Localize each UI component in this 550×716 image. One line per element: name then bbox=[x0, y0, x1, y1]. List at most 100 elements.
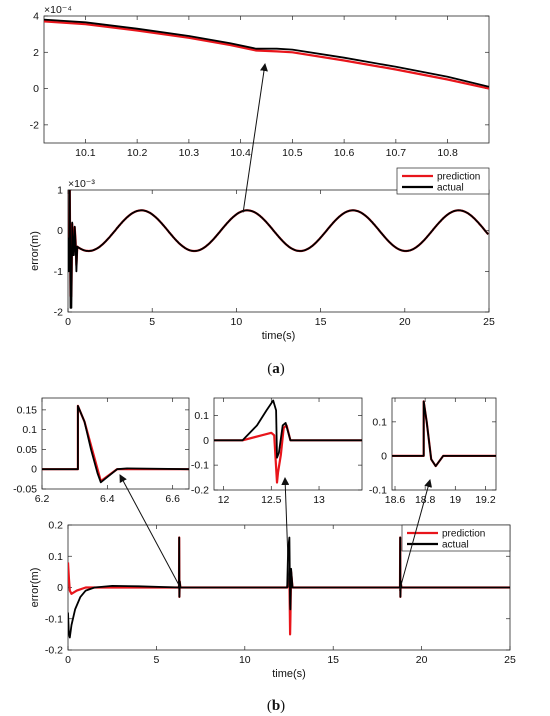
x-tick-label: 5 bbox=[149, 316, 155, 328]
chart-b_zoom2: 12 12.5 13 -0.2 -0.1 0 0.1 bbox=[191, 397, 363, 506]
x-tick-label: 6.6 bbox=[165, 493, 180, 505]
legend-box bbox=[396, 167, 490, 195]
y-tick-label: 0 bbox=[57, 225, 63, 237]
series-line-actual bbox=[392, 400, 496, 467]
x-tick-label: 10.5 bbox=[282, 147, 303, 159]
y-tick-label: -2 bbox=[30, 119, 39, 131]
legend-label-actual: actual bbox=[442, 540, 469, 551]
y-tick-label: 0.1 bbox=[194, 410, 209, 422]
y-tick-label: 2 bbox=[33, 47, 39, 59]
plot-frame bbox=[391, 397, 497, 491]
axis-exponent: ×10⁻⁴ bbox=[44, 4, 72, 16]
x-tick-label: 10.3 bbox=[179, 147, 200, 159]
y-axis-label: error(m) bbox=[29, 231, 41, 271]
zoom-arrow bbox=[242, 63, 268, 213]
x-tick-label: 10 bbox=[231, 316, 243, 328]
x-tick-label: 10.6 bbox=[334, 147, 355, 159]
y-tick-label: 0.1 bbox=[48, 551, 63, 563]
series-group bbox=[214, 399, 362, 484]
x-tick-label: 10 bbox=[239, 654, 251, 666]
series-line-actual bbox=[214, 399, 362, 459]
legend-label-actual: actual bbox=[437, 183, 464, 194]
chart-b_zoom3: 18.6 18.8 19 19.2 -0.1 0 0.1 bbox=[369, 397, 497, 506]
zoom-arrow bbox=[281, 477, 290, 588]
y-tick-label: 0.05 bbox=[17, 444, 38, 456]
x-tick-label: 10.4 bbox=[230, 147, 251, 159]
series-group bbox=[42, 404, 189, 484]
x-tick-label: 10.2 bbox=[127, 147, 148, 159]
chart-a_main: 0 5 10 15 20 25 -2 -1 0 1 ×10⁻³ time(s) error(m) pred… bbox=[29, 167, 495, 342]
axes-layer: 10.1 10.2 10.3 10.4 10.5 10.6 10.7 10.8-2024×10… bbox=[13, 4, 516, 680]
y-tick-label: -0.2 bbox=[191, 485, 209, 497]
y-tick-label: -0.2 bbox=[45, 645, 63, 657]
y-tick-label: -1 bbox=[54, 266, 63, 278]
x-tick-label: 18.6 bbox=[385, 494, 406, 506]
y-tick-label: 0 bbox=[33, 83, 39, 95]
caption-b: (b) bbox=[267, 698, 285, 714]
y-axis-label: error(m) bbox=[29, 568, 41, 608]
zoom-arrow bbox=[399, 479, 432, 591]
series-group bbox=[392, 400, 496, 468]
zoom-arrow bbox=[119, 474, 181, 588]
x-axis-label: time(s) bbox=[262, 330, 296, 342]
chart-b_main: 0 5 10 15 20 25 -0.2 -0.1 0 0.1 0.2 time(s) error(m)… bbox=[29, 520, 516, 681]
x-tick-label: 18.8 bbox=[415, 494, 436, 506]
x-axis-label: time(s) bbox=[272, 668, 306, 680]
y-tick-label: 0 bbox=[57, 582, 63, 594]
plot-frame bbox=[213, 397, 363, 491]
x-tick-label: 20 bbox=[416, 654, 428, 666]
legend-box bbox=[401, 524, 511, 552]
x-tick-label: 10.8 bbox=[437, 147, 458, 159]
y-tick-label: -2 bbox=[54, 307, 63, 319]
plot-frame bbox=[43, 15, 490, 144]
chart-b_zoom1: 6.2 6.4 6.6 -0.05 0 0.05 0.1 0.15 bbox=[13, 397, 190, 505]
caption-a: (a) bbox=[267, 361, 285, 377]
legend-label-prediction: prediction bbox=[437, 172, 480, 183]
y-tick-label: -0.05 bbox=[13, 484, 37, 496]
axis-exponent: ×10⁻³ bbox=[68, 178, 95, 190]
y-tick-label: 0.1 bbox=[22, 424, 37, 436]
x-tick-label: 10.1 bbox=[75, 147, 96, 159]
series-line-actual bbox=[68, 190, 489, 309]
x-tick-label: 15 bbox=[327, 654, 339, 666]
x-tick-label: 19 bbox=[449, 494, 461, 506]
series-line-actual bbox=[42, 405, 189, 484]
x-tick-label: 12.5 bbox=[261, 494, 282, 506]
x-tick-label: 0 bbox=[65, 654, 71, 666]
chart-a_zoom: 10.1 10.2 10.3 10.4 10.5 10.6 10.7 10.8 -2 0 2 4 ×10… bbox=[30, 4, 490, 159]
y-tick-label: -0.1 bbox=[45, 613, 63, 625]
x-tick-label: 25 bbox=[504, 654, 516, 666]
series-group bbox=[68, 190, 489, 309]
series-line-actual bbox=[68, 536, 510, 639]
series-group bbox=[68, 536, 510, 639]
legend-label-prediction: prediction bbox=[442, 529, 485, 540]
y-tick-label: 0 bbox=[31, 464, 37, 476]
zoom-arrows bbox=[119, 63, 432, 591]
x-tick-label: 0 bbox=[65, 316, 71, 328]
x-tick-label: 12 bbox=[218, 494, 230, 506]
y-tick-label: 4 bbox=[33, 11, 39, 23]
y-tick-label: 0 bbox=[381, 450, 387, 462]
series-line-prediction bbox=[44, 20, 489, 90]
y-tick-label: 0.2 bbox=[48, 520, 63, 532]
x-tick-label: 6.4 bbox=[100, 493, 115, 505]
y-tick-label: 0.1 bbox=[372, 416, 387, 428]
y-tick-label: -0.1 bbox=[369, 485, 387, 497]
x-tick-label: 19.2 bbox=[475, 494, 496, 506]
y-tick-label: 0.15 bbox=[17, 404, 38, 416]
y-tick-label: 1 bbox=[57, 185, 63, 197]
x-tick-label: 25 bbox=[483, 316, 495, 328]
x-tick-label: 13 bbox=[313, 494, 325, 506]
series-group bbox=[44, 18, 489, 90]
series-line-actual bbox=[44, 18, 489, 88]
x-tick-label: 6.2 bbox=[35, 493, 50, 505]
x-tick-label: 5 bbox=[153, 654, 159, 666]
plot-frame bbox=[41, 397, 190, 490]
y-tick-label: 0 bbox=[203, 435, 209, 447]
x-tick-label: 20 bbox=[399, 316, 411, 328]
plot-frame bbox=[67, 189, 490, 313]
y-tick-label: -0.1 bbox=[191, 460, 209, 472]
